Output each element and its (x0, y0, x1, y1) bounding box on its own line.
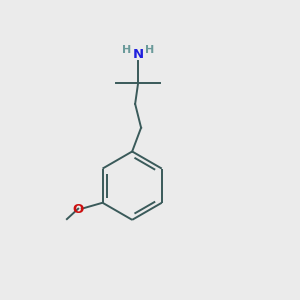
Text: H: H (122, 45, 131, 55)
Text: H: H (145, 45, 154, 55)
Text: N: N (133, 48, 144, 61)
Text: O: O (73, 203, 84, 216)
